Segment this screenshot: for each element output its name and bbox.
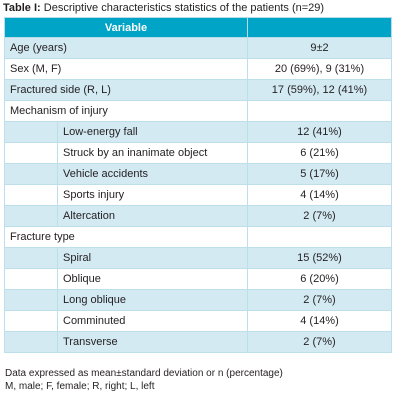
- row-label-text: Spiral: [63, 251, 92, 264]
- row-label: Comminuted: [4, 310, 248, 332]
- table-row: Long oblique 2 (7%): [4, 289, 392, 311]
- table-row: Transverse 2 (7%): [4, 331, 392, 353]
- row-label: Oblique: [4, 268, 248, 290]
- table-row: Age (years) 9±2: [4, 37, 392, 59]
- row-label-text: Comminuted: [63, 314, 126, 327]
- table-header-row: Variable: [4, 17, 392, 38]
- row-indent: [5, 290, 58, 310]
- table-row: Sports injury 4 (14%): [4, 184, 392, 206]
- table-row: Struck by an inanimate object 6 (21%): [4, 142, 392, 164]
- row-indent: [5, 269, 58, 289]
- row-value: 12 (41%): [247, 121, 392, 143]
- row-label-text: Sex (M, F): [10, 63, 62, 75]
- row-label-text: Transverse: [63, 335, 118, 348]
- row-label: Long oblique: [4, 289, 248, 311]
- row-label-text: Altercation: [63, 209, 115, 222]
- row-label: Mechanism of injury: [4, 100, 248, 122]
- table-note-abbreviations: M, male; F, female; R, right; L, left: [5, 381, 155, 392]
- row-label: Altercation: [4, 205, 248, 227]
- row-indent: [5, 164, 58, 184]
- row-label: Sports injury: [4, 184, 248, 206]
- header-variable: Variable: [4, 17, 248, 38]
- table-row: Fracture type: [4, 226, 392, 248]
- row-value: 4 (14%): [247, 184, 392, 206]
- row-value: 2 (7%): [247, 205, 392, 227]
- table-row: Comminuted 4 (14%): [4, 310, 392, 332]
- row-value: 2 (7%): [247, 331, 392, 353]
- row-label: Spiral: [4, 247, 248, 269]
- table-caption: Table I: Descriptive characteristics sta…: [3, 1, 324, 15]
- row-label: Struck by an inanimate object: [4, 142, 248, 164]
- row-indent: [5, 311, 58, 331]
- table-row: Altercation 2 (7%): [4, 205, 392, 227]
- row-value: 17 (59%), 12 (41%): [247, 79, 392, 101]
- patient-characteristics-table: Variable Age (years) 9±2 Sex (M, F) 20 (69%…: [4, 17, 392, 353]
- row-label-text: Mechanism of injury: [10, 105, 108, 117]
- row-label-text: Oblique: [63, 272, 101, 285]
- table-row: Vehicle accidents 5 (17%): [4, 163, 392, 185]
- row-label-text: Vehicle accidents: [63, 167, 148, 180]
- row-value: 6 (20%): [247, 268, 392, 290]
- row-label-text: Fractured side (R, L): [10, 84, 111, 96]
- row-indent: [5, 122, 58, 142]
- table-row: Low-energy fall 12 (41%): [4, 121, 392, 143]
- row-label: Fracture type: [4, 226, 248, 248]
- row-value: 15 (52%): [247, 247, 392, 269]
- row-label-text: Sports injury: [63, 188, 125, 201]
- row-label-text: Fracture type: [10, 231, 75, 243]
- row-label: Vehicle accidents: [4, 163, 248, 185]
- table-row: Fractured side (R, L) 17 (59%), 12 (41%): [4, 79, 392, 101]
- row-indent: [5, 332, 58, 352]
- row-label: Sex (M, F): [4, 58, 248, 80]
- row-value: [247, 226, 392, 248]
- table-row: Mechanism of injury: [4, 100, 392, 122]
- table-caption-label: Table I:: [3, 2, 41, 14]
- table-row: Sex (M, F) 20 (69%), 9 (31%): [4, 58, 392, 80]
- row-label-text: Long oblique: [63, 293, 127, 306]
- row-indent: [5, 143, 58, 163]
- row-label-text: Age (years): [10, 42, 67, 54]
- row-indent: [5, 206, 58, 226]
- row-label: Low-energy fall: [4, 121, 248, 143]
- table-body: Age (years) 9±2 Sex (M, F) 20 (69%), 9 (31%…: [4, 37, 392, 353]
- row-label-text: Low-energy fall: [63, 125, 138, 138]
- row-value: 6 (21%): [247, 142, 392, 164]
- row-value: 9±2: [247, 37, 392, 59]
- row-label: Fractured side (R, L): [4, 79, 248, 101]
- row-indent: [5, 248, 58, 268]
- table-note-data: Data expressed as mean±standard deviatio…: [5, 368, 283, 379]
- row-label: Age (years): [4, 37, 248, 59]
- row-label-text: Struck by an inanimate object: [63, 146, 208, 159]
- table-row: Oblique 6 (20%): [4, 268, 392, 290]
- row-value: 2 (7%): [247, 289, 392, 311]
- row-value: 4 (14%): [247, 310, 392, 332]
- table-row: Spiral 15 (52%): [4, 247, 392, 269]
- row-label: Transverse: [4, 331, 248, 353]
- header-value: [247, 17, 392, 38]
- row-value: 20 (69%), 9 (31%): [247, 58, 392, 80]
- table-caption-text: Descriptive characteristics statistics o…: [40, 2, 325, 14]
- row-value: 5 (17%): [247, 163, 392, 185]
- row-value: [247, 100, 392, 122]
- row-indent: [5, 185, 58, 205]
